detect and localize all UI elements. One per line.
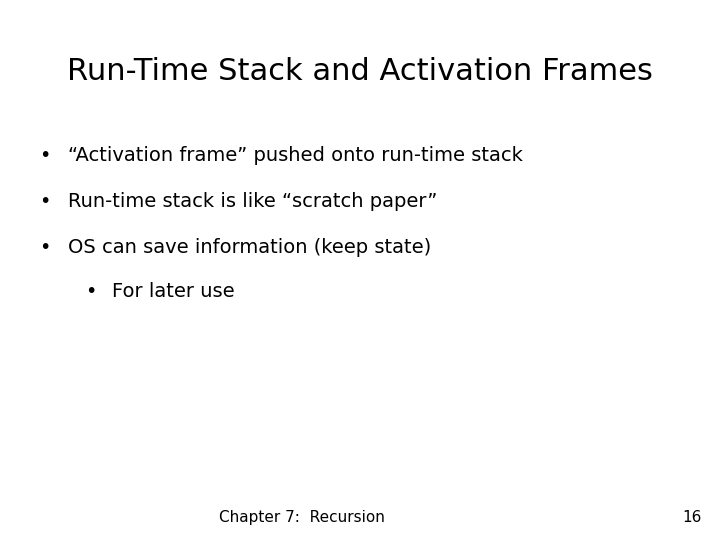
Text: “Activation frame” pushed onto run-time stack: “Activation frame” pushed onto run-time … (68, 146, 523, 165)
Text: •: • (40, 146, 51, 165)
Text: •: • (85, 282, 96, 301)
Text: For later use: For later use (112, 282, 234, 301)
Text: •: • (40, 192, 51, 211)
Text: Chapter 7:  Recursion: Chapter 7: Recursion (220, 510, 385, 525)
Text: Run-time stack is like “scratch paper”: Run-time stack is like “scratch paper” (68, 192, 438, 211)
Text: Run-Time Stack and Activation Frames: Run-Time Stack and Activation Frames (67, 57, 653, 86)
Text: 16: 16 (683, 510, 702, 525)
Text: •: • (40, 238, 51, 256)
Text: OS can save information (keep state): OS can save information (keep state) (68, 238, 432, 256)
